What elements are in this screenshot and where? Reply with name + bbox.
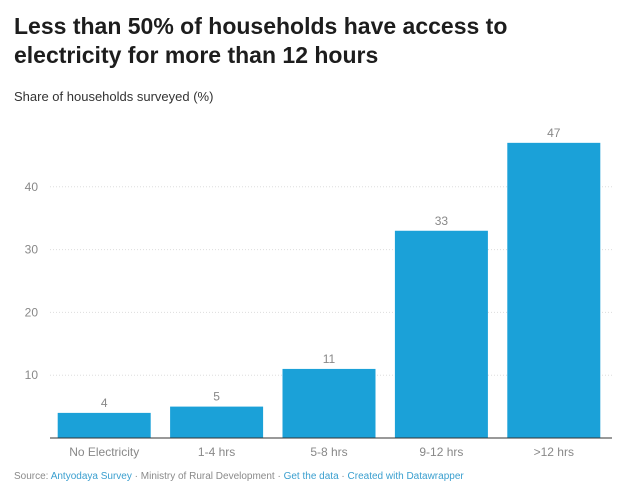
- y-tick-label: 20: [25, 305, 39, 319]
- y-tick-label: 40: [25, 180, 39, 194]
- y-tick-label: 30: [25, 243, 39, 257]
- bar-chart: 10 20 30 40 4 No Electricity 5 1-4 hrs 11 5-8 hrs…: [25, 126, 612, 459]
- data-label: 33: [435, 214, 449, 228]
- chart-title: Less than 50% of households have access …: [14, 13, 508, 68]
- y-tick-label: 10: [25, 368, 39, 382]
- source-link[interactable]: Antyodaya Survey: [50, 471, 132, 482]
- x-tick-label: >12 hrs: [534, 445, 574, 459]
- chart-subtitle: Share of households surveyed (%): [14, 89, 214, 104]
- x-tick-label: No Electricity: [69, 445, 139, 459]
- data-label: 5: [213, 390, 220, 404]
- footer: Source: Antyodaya Survey · Ministry of R…: [14, 471, 464, 482]
- data-label: 4: [101, 396, 108, 410]
- source-label: Source:: [14, 471, 49, 482]
- bar-5: [507, 142, 601, 438]
- bar-1: [57, 412, 151, 438]
- bar-2: [170, 406, 264, 438]
- source-rest: · Ministry of Rural Development ·: [134, 471, 281, 482]
- bar-4: [394, 230, 488, 438]
- get-data-link[interactable]: Get the data: [283, 471, 339, 482]
- bar-3: [282, 368, 376, 438]
- x-tick-label: 5-8 hrs: [310, 445, 347, 459]
- datawrapper-link[interactable]: Created with Datawrapper: [347, 471, 464, 482]
- x-tick-label: 9-12 hrs: [419, 445, 463, 459]
- data-label: 11: [323, 352, 336, 366]
- data-label: 47: [547, 126, 561, 140]
- x-tick-label: 1-4 hrs: [198, 445, 235, 459]
- footer-separator: ·: [341, 471, 345, 482]
